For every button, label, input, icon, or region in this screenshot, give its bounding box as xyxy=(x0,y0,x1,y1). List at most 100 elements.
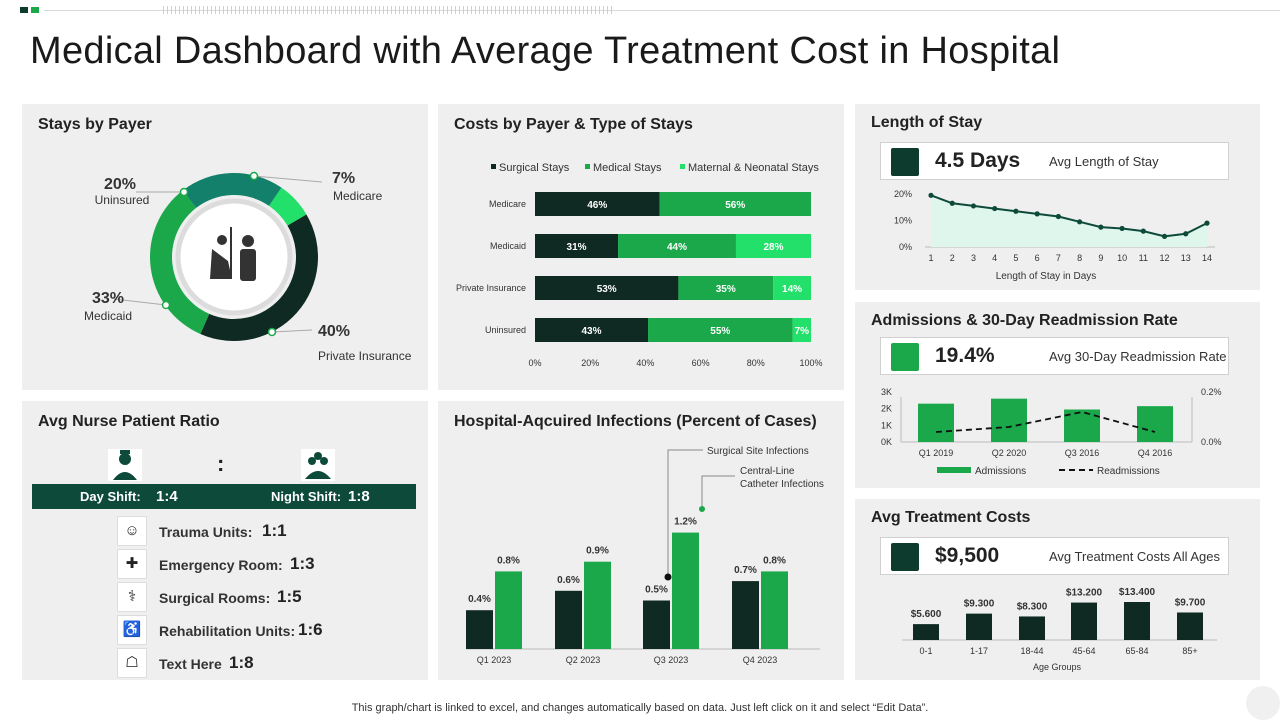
bar-value: $13.200 xyxy=(1066,588,1103,599)
x-tick: 6 xyxy=(1035,253,1040,263)
segment-value: 56% xyxy=(725,200,745,211)
unit-label: Rehabilitation Units: xyxy=(159,623,296,639)
cost-bar xyxy=(966,613,992,640)
cost-bar xyxy=(1071,602,1097,640)
cost-bar xyxy=(1177,612,1203,640)
x-tick: Q4 2016 xyxy=(1138,448,1173,458)
unit-ratio: 1:8 xyxy=(229,653,254,672)
costs-by-payer-panel: Costs by Payer & Type of Stays Surgical … xyxy=(438,104,844,390)
readmission-kpi-label: Avg 30-Day Readmission Rate xyxy=(1049,349,1227,364)
top-decoration xyxy=(0,0,1280,20)
x-tick: 8 xyxy=(1077,253,1082,263)
stack-segment xyxy=(535,234,619,258)
los-point xyxy=(928,192,934,198)
readmission-kpi-value: 19.4% xyxy=(935,344,995,367)
los-point xyxy=(1013,208,1019,214)
day-shift-label: Day Shift: xyxy=(80,489,141,504)
er-icon: ✚ xyxy=(117,549,147,579)
unit-label: Emergency Room: xyxy=(159,557,283,573)
segment-value: 31% xyxy=(567,242,587,253)
los-point xyxy=(949,200,955,206)
stacked-bar-chart: Surgical Stays Medical Stays Maternal & Ne… xyxy=(456,162,823,368)
stack-segment xyxy=(535,318,649,342)
unit-ratio: 1:1 xyxy=(262,521,287,540)
x-tick: 12 xyxy=(1160,253,1170,263)
segment-percent: 7% xyxy=(332,170,355,187)
row-label: Medicare xyxy=(489,199,526,209)
bar-value: $13.400 xyxy=(1119,587,1156,598)
x-tick: 14 xyxy=(1202,253,1212,263)
calendar-icon xyxy=(891,148,919,176)
segment-label: Uninsured xyxy=(95,193,150,207)
readmissions-line xyxy=(935,411,1156,433)
x-tick: 60% xyxy=(692,358,710,368)
y-tick: 10% xyxy=(894,216,912,226)
x-tick: Q3 2023 xyxy=(654,655,689,665)
legend-label: Medical Stays xyxy=(593,162,662,174)
unit-ratio: 1:5 xyxy=(277,587,302,606)
panel-title: Stays by Payer xyxy=(38,116,152,133)
segment-value: 55% xyxy=(710,326,730,337)
segment-percent: 40% xyxy=(318,323,350,340)
legend-swatch xyxy=(585,164,590,169)
x-tick: Q2 2023 xyxy=(566,655,601,665)
treatment-kpi-label: Avg Treatment Costs All Ages xyxy=(1049,549,1221,564)
segment-value: 44% xyxy=(667,242,687,253)
admissions-bar xyxy=(991,398,1027,442)
surgical-site-bar xyxy=(643,600,670,649)
panel-title: Hospital-Aqcuired Infections (Percent of… xyxy=(454,413,817,430)
los-point xyxy=(1034,211,1040,217)
y-tick-left: 3K xyxy=(881,387,892,397)
x-tick: 2 xyxy=(950,253,955,263)
x-tick: 9 xyxy=(1098,253,1103,263)
stack-segment xyxy=(659,192,811,216)
row-label: Medicaid xyxy=(490,241,526,251)
x-tick: 1 xyxy=(928,253,933,263)
row-label: Private Insurance xyxy=(456,283,526,293)
x-tick: 45-64 xyxy=(1072,646,1095,656)
unit-label: Surgical Rooms: xyxy=(159,590,271,606)
x-tick: Q1 2019 xyxy=(919,448,954,458)
unit-ratio: 1:3 xyxy=(290,554,315,573)
x-tick: 7 xyxy=(1056,253,1061,263)
unit-row: ☖ Text Here 1:8 xyxy=(117,648,417,678)
bar-value: $5.600 xyxy=(911,609,942,620)
y-tick-left: 2K xyxy=(881,404,892,414)
stack-segment xyxy=(535,192,660,216)
line-area xyxy=(931,195,1207,247)
x-tick: 13 xyxy=(1181,253,1191,263)
x-tick: 100% xyxy=(799,358,822,368)
y-tick-left: 0K xyxy=(881,437,892,447)
y-tick-right: 0.0% xyxy=(1201,437,1222,447)
x-tick: 18-44 xyxy=(1020,646,1043,656)
callout-dot-1 xyxy=(664,573,672,581)
los-point xyxy=(1140,228,1146,234)
surgical-site-bar xyxy=(732,581,759,649)
leader-line xyxy=(113,298,167,306)
cost-bar xyxy=(1124,602,1150,640)
admissions-combo-chart: 3K 2K 1K 0K 0.2% 0.0% Q1 2019 Q2 2020 Q3 2016 Q4 … xyxy=(881,387,1222,477)
segment-value: 53% xyxy=(597,284,617,295)
x-tick: 0% xyxy=(528,358,541,368)
patients-group-icon xyxy=(301,449,335,481)
infections-panel: Hospital-Aqcuired Infections (Percent of… xyxy=(438,401,844,680)
stack-segment xyxy=(535,276,679,300)
los-point xyxy=(992,205,998,212)
x-tick: 10 xyxy=(1117,253,1127,263)
central-line-bar xyxy=(584,561,611,649)
surgery-icon: ⚕ xyxy=(117,582,147,612)
x-axis-label: Age Groups xyxy=(1033,662,1082,672)
segment-value: 7% xyxy=(795,326,810,337)
admissions-bar xyxy=(918,403,954,442)
legend-label: Maternal & Neonatal Stays xyxy=(688,162,819,174)
los-point xyxy=(1098,224,1104,230)
legend-label: Surgical Stays xyxy=(499,162,570,174)
stack-segment xyxy=(792,318,811,342)
unit-row: ☺ Trauma Units: 1:1 xyxy=(117,516,417,546)
segment-percent: 33% xyxy=(92,290,124,307)
y-tick: 0% xyxy=(899,242,912,252)
bar-value: $9.300 xyxy=(964,599,995,610)
unit-label: Trauma Units: xyxy=(159,524,253,540)
legend-swatch-admissions xyxy=(937,467,971,473)
segment-percent: 20% xyxy=(104,176,136,193)
